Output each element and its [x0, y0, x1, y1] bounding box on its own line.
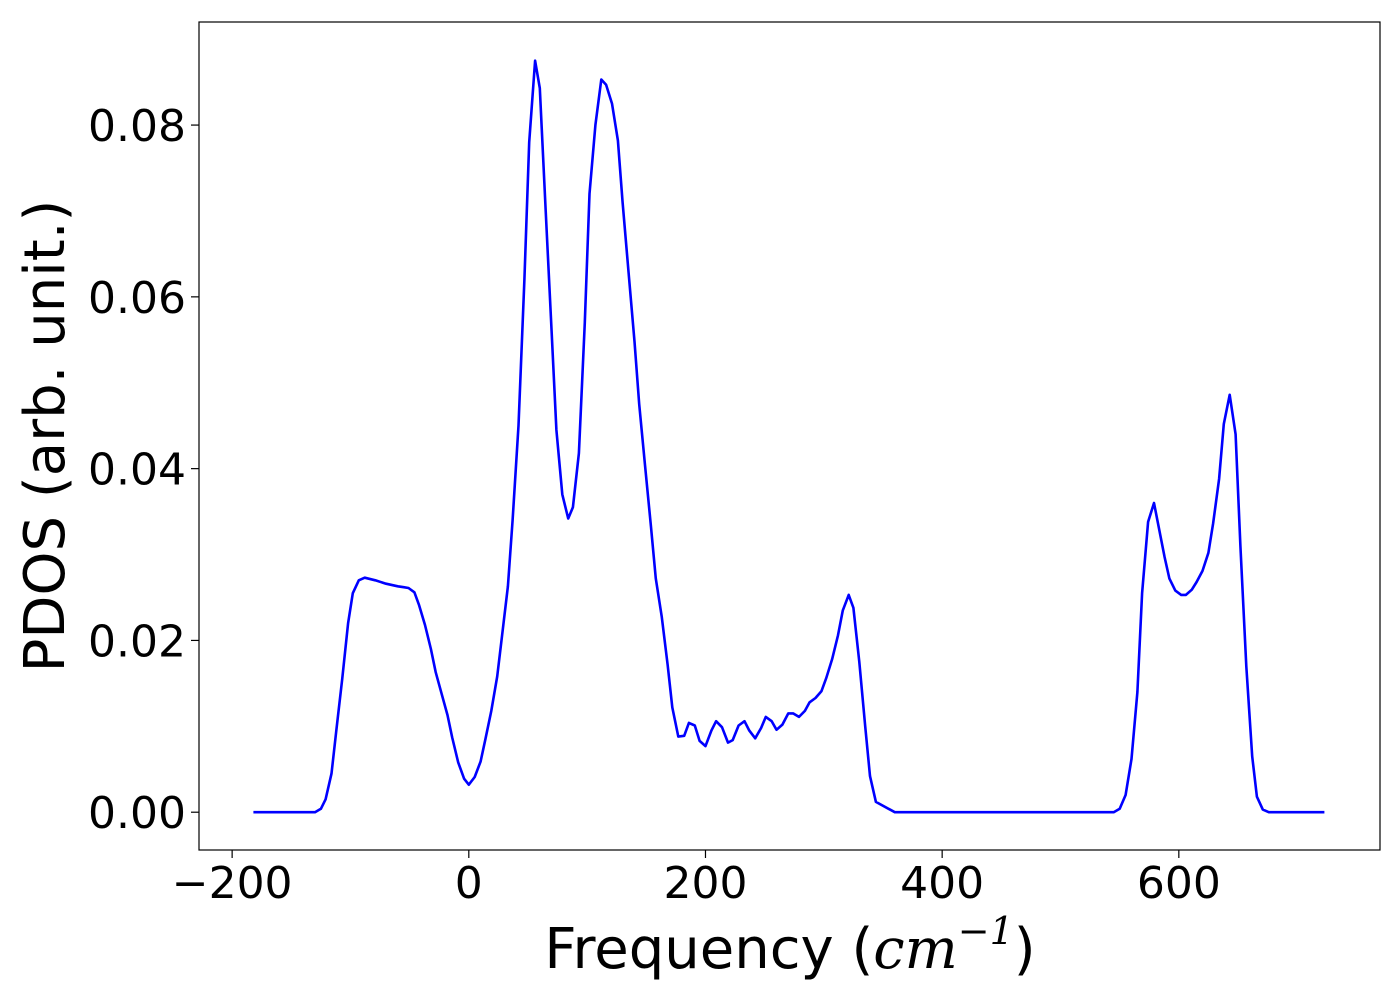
x-tick-label: 200 [663, 858, 747, 909]
x-axis-title: Frequency (cm−1) [544, 909, 1035, 982]
y-tick-label: 0.08 [88, 101, 186, 152]
y-tick-label: 0.04 [88, 445, 186, 496]
y-tick-label: 0.06 [88, 273, 186, 324]
series-layer [253, 59, 1325, 814]
x-tick-label: 400 [900, 858, 984, 909]
x-tick-label: 0 [455, 858, 483, 909]
plot-area [198, 21, 1381, 851]
y-tick-label: 0.02 [88, 616, 186, 667]
y-axis-title: PDOS (arb. unit.) [13, 200, 78, 673]
series-line [253, 59, 1325, 814]
y-axis-ticks: 0.00 0.02 0.04 0.06 0.08 [88, 101, 199, 839]
y-tick-label: 0.00 [88, 788, 186, 839]
x-tick-label: 600 [1137, 858, 1221, 909]
x-axis-ticks: −200 0 200 400 600 [172, 850, 1221, 909]
x-tick-label: −200 [172, 858, 293, 909]
